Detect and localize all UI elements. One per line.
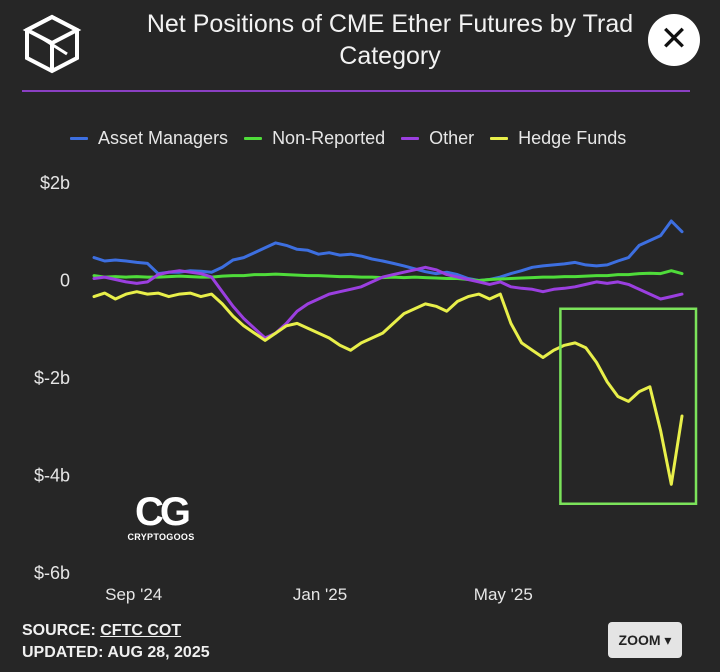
legend-swatch-other [401,137,420,140]
legend-label-hedge-funds: Hedge Funds [518,128,627,148]
chart-title-line1: Net Positions of CME Ether Futures by Tr… [146,10,634,38]
series-line-asset-managers [92,219,684,282]
legend-item-hedge-funds[interactable]: Hedge Funds [490,128,626,149]
chart-title-line2: Category [339,42,441,70]
legend-item-other[interactable]: Other [401,128,474,149]
highlight-box [559,307,698,505]
header-divider [22,90,690,92]
legend-label-asset-managers: Asset Managers [98,128,229,148]
close-icon: ✕ [659,20,689,58]
legend-swatch-non-reported [244,137,263,140]
legend-label-non-reported: Non-Reported [272,128,386,148]
y-tick-label: 0 [60,271,70,291]
chart-legend: Asset Managers Non-Reported Other Hedge … [70,128,626,149]
source-link[interactable]: CFTC COT [100,622,182,639]
legend-swatch-asset-managers [70,137,88,140]
x-tick-label: May '25 [474,585,533,604]
watermark-mark: CG [135,490,191,534]
x-tick-label: Jan '25 [293,585,347,604]
chart-title: Net Positions of CME Ether Futures by Tr… [110,8,670,72]
series-line-other [92,265,684,340]
y-tick-label: $2b [40,173,70,193]
x-tick-label: Sep '24 [105,585,162,604]
legend-item-asset-managers[interactable]: Asset Managers [70,128,228,149]
y-tick-label: $-2b [34,368,70,388]
y-tick-label: $-4b [34,466,70,486]
source-info: SOURCE: CFTC COT UPDATED: AUG 28, 2025 [22,620,210,664]
zoom-button[interactable]: ZOOM ▾ [608,622,682,658]
updated-label: UPDATED: [22,644,104,661]
y-tick-label: $-6b [34,563,70,583]
legend-label-other: Other [429,128,475,148]
watermark: CG CRYPTOGOOS [126,492,196,542]
close-button[interactable]: ✕ [648,14,700,66]
brand-cube-logo [22,14,82,74]
series-line-hedge-funds [92,290,684,486]
legend-swatch-hedge-funds [490,137,509,140]
source-label: SOURCE: [22,622,96,639]
updated-value: AUG 28, 2025 [107,644,210,661]
legend-item-non-reported[interactable]: Non-Reported [244,128,385,149]
watermark-text: CRYPTOGOOS [127,532,195,542]
